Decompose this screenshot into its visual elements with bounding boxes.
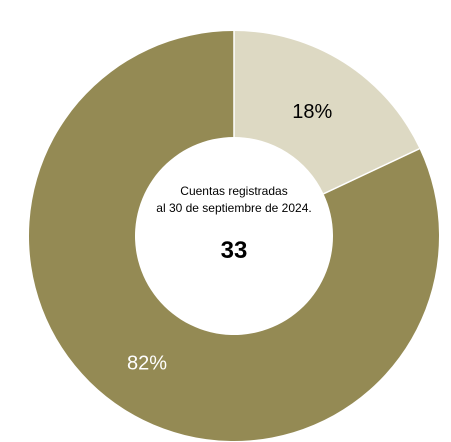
donut-slices	[28, 31, 439, 441]
slice-label-2: 82%	[127, 352, 167, 374]
center-caption-line1: Cuentas registradas	[180, 184, 287, 198]
donut-slice-2	[28, 31, 439, 441]
donut-slice-1	[234, 31, 420, 194]
center-total: 33	[221, 237, 248, 264]
slice-label-1: 18%	[292, 101, 332, 123]
center-caption-line2: al 30 de septiembre de 2024.	[156, 201, 311, 215]
slice-separator-2	[323, 148, 420, 195]
slice-labels: 18% 82%	[127, 101, 332, 374]
